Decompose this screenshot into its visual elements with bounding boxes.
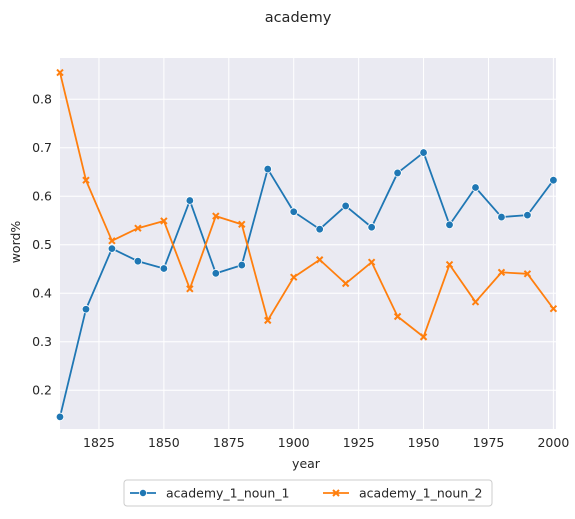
y-tick-label: 0.7: [32, 140, 52, 155]
data-point[interactable]: [341, 201, 350, 211]
data-point[interactable]: [108, 237, 116, 245]
x-tick-label: 1825: [83, 435, 115, 450]
y-tick-label: 0.3: [32, 334, 52, 349]
data-point[interactable]: [445, 220, 454, 230]
data-point[interactable]: [549, 305, 558, 313]
data-point[interactable]: [185, 196, 195, 205]
data-point[interactable]: [341, 279, 350, 288]
circle-marker-icon: [138, 488, 147, 497]
legend: academy_1_noun_1 academy_1_noun_2: [123, 479, 493, 507]
data-point[interactable]: [393, 312, 402, 321]
x-tick-label: 1925: [343, 435, 375, 450]
x-tick-label: 2000: [537, 435, 569, 450]
series-line-1: [59, 151, 555, 418]
x-tick-label: 1850: [148, 435, 180, 450]
data-point[interactable]: [212, 212, 220, 220]
data-point[interactable]: [81, 305, 91, 314]
legend-item-series-1[interactable]: academy_1_noun_1: [130, 486, 289, 501]
series-1: [55, 148, 558, 422]
y-tick-label: 0.4: [32, 286, 52, 301]
legend-label-series-2: academy_1_noun_2: [359, 486, 482, 501]
tick-labels: 1825 1850 1875 1900 1925 1950 1975 2000 0.2 0.3 0.…: [32, 92, 569, 450]
y-tick-label: 0.2: [32, 383, 52, 398]
grid-lines: [60, 58, 556, 429]
data-point[interactable]: [315, 224, 324, 234]
data-point[interactable]: [367, 258, 376, 266]
data-point[interactable]: [497, 268, 506, 277]
data-point[interactable]: [211, 269, 221, 278]
data-point[interactable]: [186, 285, 194, 293]
y-tick-label: 0.6: [32, 189, 52, 204]
data-point[interactable]: [367, 223, 376, 232]
x-axis-label: year: [292, 456, 321, 471]
y-tick-label: 0.5: [32, 237, 52, 252]
data-point[interactable]: [419, 148, 428, 157]
data-point[interactable]: [497, 212, 506, 222]
data-point[interactable]: [315, 256, 324, 264]
data-point[interactable]: [549, 176, 558, 185]
x-tick-label: 1975: [473, 435, 505, 450]
y-tick-label: 0.8: [32, 92, 52, 107]
data-point[interactable]: [393, 168, 402, 178]
data-point[interactable]: [471, 183, 480, 192]
data-point[interactable]: [264, 316, 272, 325]
x-tick-label: 1875: [213, 435, 245, 450]
data-point[interactable]: [523, 210, 532, 220]
data-point[interactable]: [289, 207, 298, 216]
data-point[interactable]: [523, 270, 532, 278]
x-marker-icon: [332, 489, 340, 497]
x-tick-label: 1900: [278, 435, 310, 450]
data-point[interactable]: [134, 224, 142, 232]
data-point[interactable]: [263, 164, 272, 174]
x-tick-label: 1950: [408, 435, 440, 450]
chart-title: academy: [265, 10, 332, 26]
legend-frame: [123, 479, 493, 507]
series-layer: [55, 68, 558, 422]
data-point[interactable]: [419, 333, 428, 341]
legend-item-series-2[interactable]: academy_1_noun_2: [323, 486, 482, 501]
data-point[interactable]: [290, 273, 298, 281]
data-point[interactable]: [445, 260, 454, 269]
data-point[interactable]: [237, 260, 246, 270]
data-point[interactable]: [107, 244, 117, 253]
series-line-2: [59, 72, 555, 338]
data-point[interactable]: [471, 298, 480, 306]
data-point[interactable]: [159, 264, 169, 273]
data-point[interactable]: [238, 220, 246, 229]
series-2: [56, 68, 558, 341]
data-point[interactable]: [160, 217, 168, 225]
data-point[interactable]: [55, 412, 65, 422]
plot-area: [60, 58, 556, 429]
y-axis-label: word%: [8, 221, 23, 264]
data-point[interactable]: [82, 176, 90, 184]
data-point[interactable]: [56, 68, 64, 77]
data-point[interactable]: [133, 257, 143, 266]
legend-label-series-1: academy_1_noun_1: [166, 486, 289, 501]
